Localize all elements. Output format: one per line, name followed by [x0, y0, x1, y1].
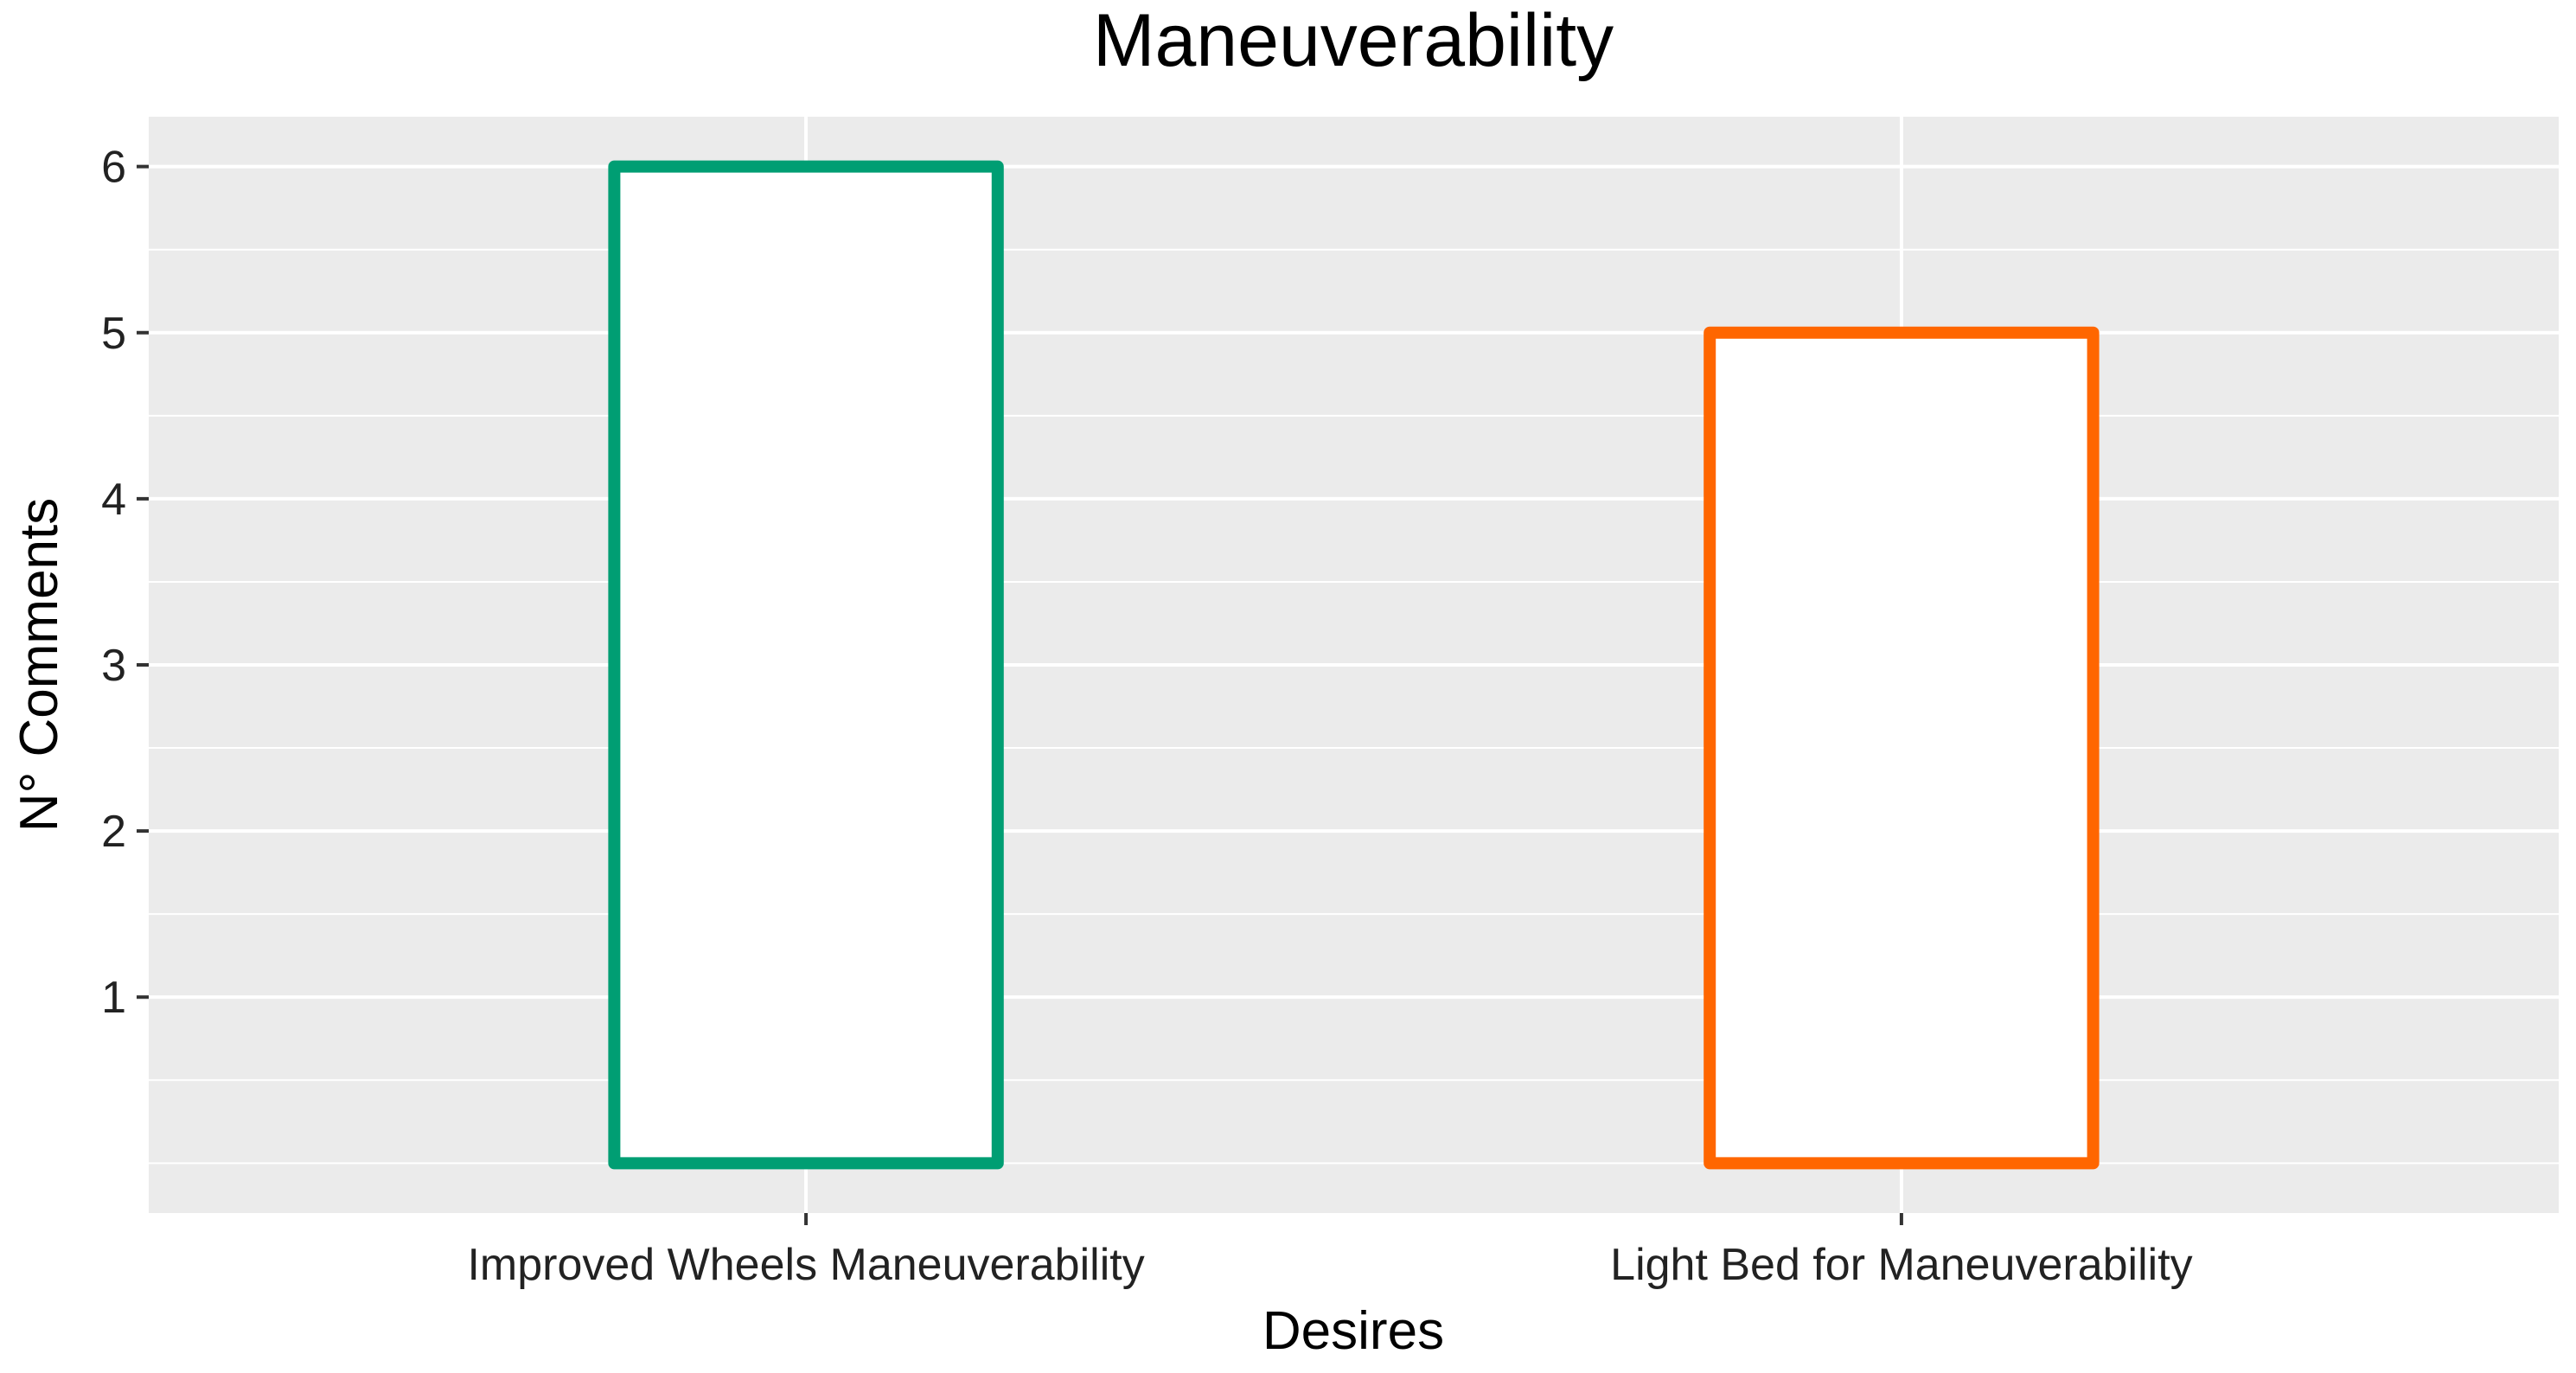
y-tick-label: 4: [101, 475, 126, 525]
y-tick-label: 2: [101, 807, 126, 857]
x-axis: Improved Wheels Maneuverability Light Bed…: [467, 1213, 2193, 1290]
chart-title: Maneuverability: [1093, 0, 1614, 82]
x-axis-title: Desires: [1262, 1301, 1444, 1361]
bar-1: [608, 160, 1004, 1170]
x-tick-label: Light Bed for Maneuverability: [1610, 1240, 2193, 1290]
x-tick-label: Improved Wheels Maneuverability: [467, 1240, 1144, 1290]
y-axis-title: N° Comments: [10, 498, 69, 833]
y-tick-label: 3: [101, 641, 126, 691]
bars: [608, 160, 2100, 1170]
y-tick-label: 5: [101, 309, 126, 359]
y-axis: 1 2 3 4 5 6: [101, 143, 149, 1023]
bar-2: [1703, 326, 2100, 1170]
y-tick-label: 6: [101, 143, 126, 193]
y-tick-label: 1: [101, 973, 126, 1023]
